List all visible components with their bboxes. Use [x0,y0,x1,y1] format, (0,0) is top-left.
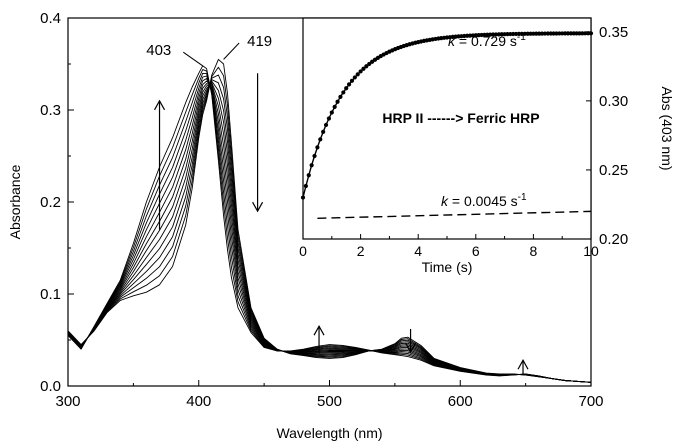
peak-label: 419 [247,33,272,50]
peak-leader-line [223,42,240,60]
x-tick-label: 700 [578,393,603,410]
inset-y-tick-label: 0.25 [599,162,628,179]
fast-data-point [355,72,360,77]
spectrum-line [67,65,592,383]
trend-arrow-head [252,201,264,213]
main-spectra-group: 403 419 [67,33,592,383]
trend-arrow [252,73,264,213]
fast-data-point [300,195,306,200]
fast-data-point [303,183,308,189]
trend-arrow [313,324,325,354]
fast-data-point [574,31,579,36]
inset-x-tick-label: 10 [583,243,599,259]
fast-data-point [580,31,585,36]
inset-y-axis-title: Abs (403 nm) [659,86,673,170]
trend-arrow [154,99,166,230]
trend-arrow-head [154,99,166,111]
peak-label: 403 [146,42,171,59]
inset-frame [302,17,592,240]
fast-data-point [565,31,571,36]
inset-x-tick-label: 2 [357,243,365,259]
inset-x-tick-label: 8 [530,243,538,259]
fast-data-point [577,31,582,36]
fast-data-point [352,75,357,80]
trend-arrow [405,328,417,354]
fast-data-point [562,31,568,36]
fast-data-point [315,145,320,150]
reaction-label: HRP II ------> Ferric HRP [382,110,539,126]
peak-leader-line [183,51,203,67]
fast-data-point [557,31,562,36]
trend-arrow-head [517,359,529,370]
inset-group: 0 2 4 6 8 100.20 0.25 0.30 0.35 Time (s) Abs (403 … [299,17,673,275]
main-arrows-group [154,73,529,375]
fast-data-point [321,129,326,134]
fast-data-point [332,104,337,110]
fast-data-point [346,82,352,87]
inset-y-tick-label: 0.20 [599,231,628,248]
fast-data-point [344,86,349,91]
fast-data-point [329,110,334,115]
fast-data-point [560,31,565,36]
fast-data-point [361,66,366,71]
trend-arrow-head [405,342,417,354]
fast-data-point [341,90,346,95]
fast-data-point [554,31,559,36]
x-tick-label: 600 [448,393,473,410]
y-tick-label: 0.2 [40,194,61,211]
fast-rate-label: k = 0.729 s-1 [448,32,526,49]
inset-x-axis-title: Time (s) [422,259,473,275]
x-tick-label: 300 [55,393,80,410]
fast-data-point [318,137,323,142]
inset-x-tick-label: 6 [472,243,480,259]
y-tick-label: 0.3 [40,102,61,119]
y-tick-label: 0.1 [40,286,61,303]
x-tick-label: 500 [317,393,342,410]
fast-data-point [338,94,343,100]
y-axis-title: Absorbance [7,164,23,239]
fast-data-point [364,64,369,69]
fast-data-point [349,78,355,83]
fast-data-point [367,61,372,67]
slow-rate-label: k = 0.0045 s-1 [441,192,527,209]
trend-arrow [517,359,529,375]
fast-data-point [335,99,340,104]
inset-x-tick-label: 4 [414,243,422,259]
y-tick-label: 0.0 [40,378,61,395]
fast-data-point [312,153,317,159]
y-tick-label: 0.4 [40,10,61,27]
fast-data-point [323,122,329,128]
inset-y-tick-label: 0.30 [599,93,628,110]
inset-x-tick-label: 0 [299,243,307,259]
fast-data-point [309,163,314,168]
inset-y-tick-label: 0.35 [599,24,628,41]
fast-data-point [571,31,576,36]
fast-data-point [326,116,332,121]
fast-data-point [306,173,311,178]
fast-data-point [568,31,573,36]
fast-data-point [358,69,363,74]
x-tick-label: 400 [186,393,211,410]
slow-trace-line [317,210,592,219]
trend-arrow-head [313,324,325,336]
x-axis-title: Wavelength (nm) [276,425,382,441]
